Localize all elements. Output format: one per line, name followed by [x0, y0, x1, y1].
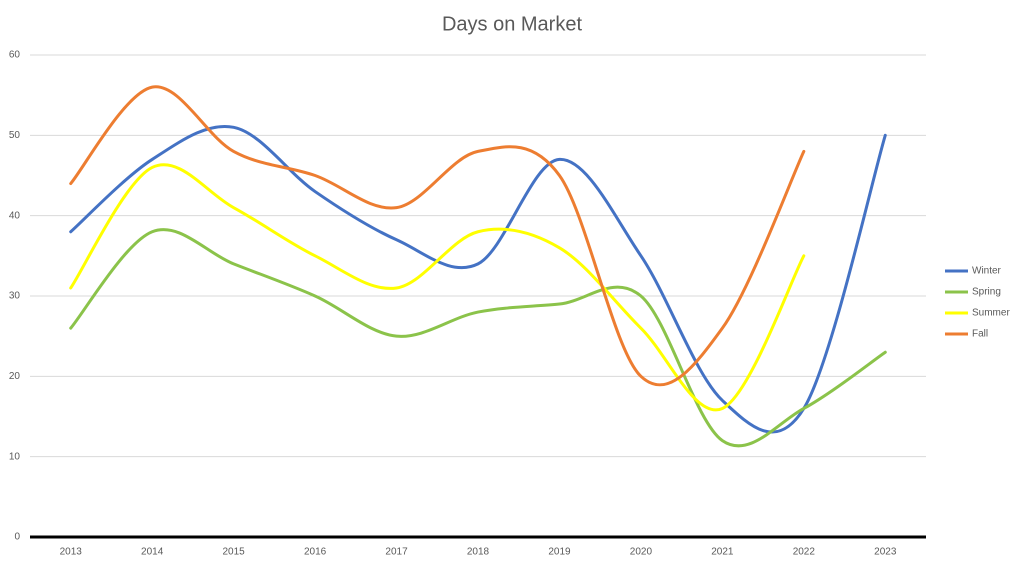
x-tick-label: 2017 — [385, 547, 408, 558]
x-tick-label: 2019 — [548, 547, 571, 558]
x-tick-label: 2021 — [711, 547, 734, 558]
x-tick-label: 2022 — [793, 547, 816, 558]
y-tick-label: 50 — [9, 130, 21, 141]
x-tick-label: 2018 — [467, 547, 490, 558]
y-tick-label: 10 — [9, 451, 21, 462]
series-line — [69, 124, 887, 434]
x-tick-label: 2015 — [223, 547, 246, 558]
series-line — [69, 85, 806, 387]
legend-label: Winter — [972, 266, 1002, 277]
legend-label: Spring — [972, 287, 1001, 298]
legend-label: Summer — [972, 308, 1010, 319]
x-tick-label: 2013 — [60, 547, 83, 558]
x-tick-label: 2023 — [874, 547, 897, 558]
y-tick-label: 0 — [14, 532, 20, 543]
y-tick-label: 40 — [9, 210, 21, 221]
y-tick-label: 60 — [9, 50, 21, 61]
series-line — [69, 163, 806, 412]
series-line — [69, 228, 887, 448]
y-tick-label: 30 — [9, 291, 21, 302]
y-tick-label: 20 — [9, 371, 21, 382]
x-tick-label: 2020 — [630, 547, 653, 558]
x-tick-label: 2014 — [141, 547, 164, 558]
legend-label: Fall — [972, 329, 988, 340]
chart-title: Days on Market — [442, 13, 582, 35]
x-tick-label: 2016 — [304, 547, 327, 558]
